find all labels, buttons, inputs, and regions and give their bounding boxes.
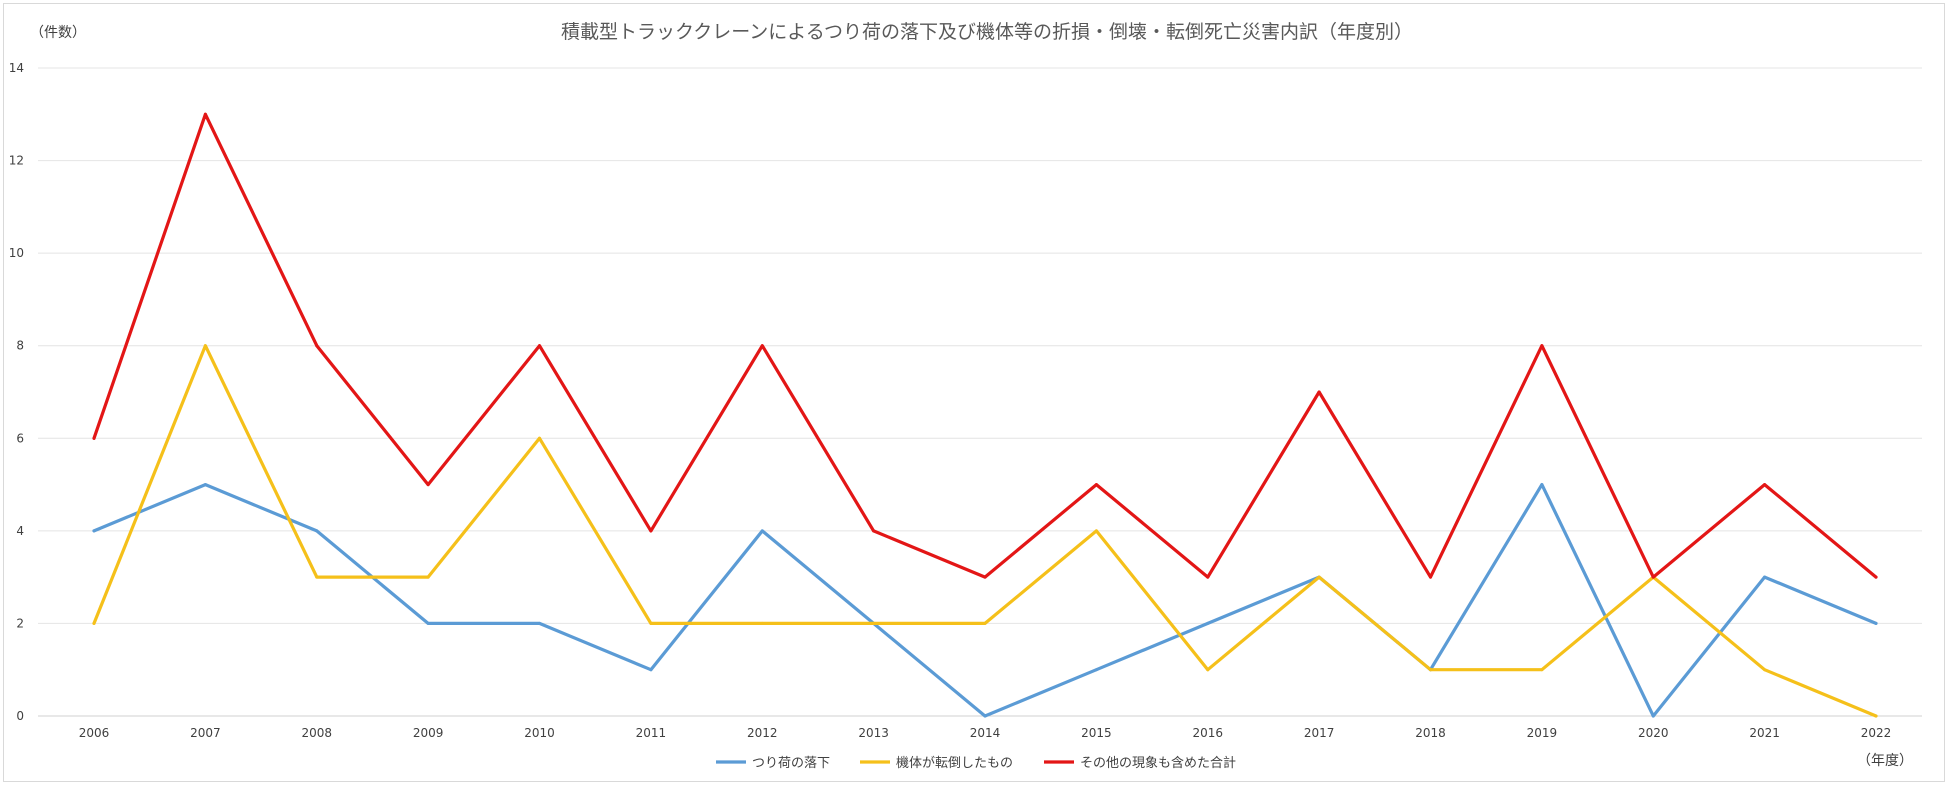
data-point xyxy=(1094,483,1098,487)
data-point xyxy=(426,575,430,579)
data-point xyxy=(1874,575,1878,579)
data-point xyxy=(92,621,96,625)
x-tick-label: 2022 xyxy=(1861,726,1892,740)
data-point xyxy=(760,529,764,533)
data-point xyxy=(538,621,541,625)
x-tick-label: 2018 xyxy=(1415,726,1446,740)
legend: つり荷の落下 機体が転倒したもの その他の現象も含めた合計 xyxy=(716,755,1236,771)
x-tick-label: 2013 xyxy=(858,726,889,740)
legend-label: その他の現象も含めた合計 xyxy=(1080,755,1236,771)
data-point xyxy=(1763,483,1767,487)
x-tick-label: 2021 xyxy=(1749,726,1780,740)
data-point xyxy=(203,483,207,487)
y-axis-ticks: 0 2 4 6 8 10 12 14 xyxy=(9,61,24,723)
data-point xyxy=(760,621,764,625)
y-tick-label: 2 xyxy=(16,616,24,630)
data-point xyxy=(983,714,987,718)
data-point xyxy=(92,529,96,533)
data-point xyxy=(203,112,207,116)
x-tick-label: 2010 xyxy=(524,726,555,740)
y-tick-label: 4 xyxy=(16,524,24,538)
chart-title: 積載型トラッククレーンによるつり荷の落下及び機体等の折損・倒壊・転倒死亡災害内訳… xyxy=(561,21,1413,43)
y-tick-label: 0 xyxy=(16,709,24,723)
x-tick-label: 2016 xyxy=(1192,726,1223,740)
series-lines xyxy=(92,112,1878,718)
data-point xyxy=(983,575,987,579)
data-point xyxy=(426,621,430,625)
data-point xyxy=(760,344,764,348)
legend-label: つり荷の落下 xyxy=(752,756,830,771)
data-point xyxy=(1874,621,1878,625)
x-tick-label: 2020 xyxy=(1638,726,1669,740)
data-point xyxy=(1317,390,1321,394)
data-point xyxy=(1206,575,1210,579)
data-point xyxy=(1206,668,1210,672)
data-point xyxy=(1874,714,1878,718)
data-point xyxy=(203,344,207,348)
x-tick-label: 2006 xyxy=(79,726,110,740)
data-point xyxy=(983,621,987,625)
x-tick-label: 2008 xyxy=(301,726,332,740)
data-point xyxy=(1651,575,1655,579)
data-point xyxy=(649,621,653,625)
x-tick-label: 2011 xyxy=(636,726,667,740)
data-point xyxy=(1094,668,1098,672)
x-tick-label: 2014 xyxy=(970,726,1001,740)
x-tick-label: 2019 xyxy=(1527,726,1558,740)
x-axis-unit-label: （年度） xyxy=(1857,753,1913,769)
y-tick-label: 6 xyxy=(16,431,24,445)
series-line-0 xyxy=(92,483,1878,718)
data-point xyxy=(315,529,319,533)
data-point xyxy=(1429,575,1432,579)
data-point xyxy=(1651,714,1655,718)
x-tick-label: 2009 xyxy=(413,726,444,740)
x-tick-label: 2012 xyxy=(747,726,778,740)
legend-label: 機体が転倒したもの xyxy=(896,756,1013,771)
data-point xyxy=(872,621,876,625)
y-tick-label: 8 xyxy=(16,339,24,353)
data-point xyxy=(1206,621,1210,625)
data-point xyxy=(426,483,430,487)
data-point xyxy=(92,436,96,440)
data-point xyxy=(649,529,653,533)
x-tick-label: 2015 xyxy=(1081,726,1112,740)
gridlines xyxy=(38,67,1922,717)
data-point xyxy=(1429,668,1432,672)
data-point xyxy=(315,344,319,348)
data-point xyxy=(538,436,541,440)
data-point xyxy=(872,529,876,533)
data-point xyxy=(315,575,319,579)
data-point xyxy=(1094,529,1098,533)
x-tick-label: 2017 xyxy=(1304,726,1335,740)
data-point xyxy=(1763,575,1767,579)
data-point xyxy=(1540,344,1544,348)
y-tick-label: 14 xyxy=(9,61,24,75)
data-point xyxy=(1540,483,1544,487)
y-tick-label: 12 xyxy=(9,154,24,168)
data-point xyxy=(1763,668,1767,672)
data-point xyxy=(649,668,653,672)
data-point xyxy=(538,344,541,348)
y-tick-label: 10 xyxy=(9,246,24,260)
data-point xyxy=(1317,575,1321,579)
x-tick-label: 2007 xyxy=(190,726,221,740)
data-point xyxy=(1540,668,1544,672)
x-axis-ticks: 2006 2007 2008 2009 2010 2011 2012 2013 2014 2015… xyxy=(79,726,1892,740)
y-axis-unit-label: （件数） xyxy=(30,25,86,41)
